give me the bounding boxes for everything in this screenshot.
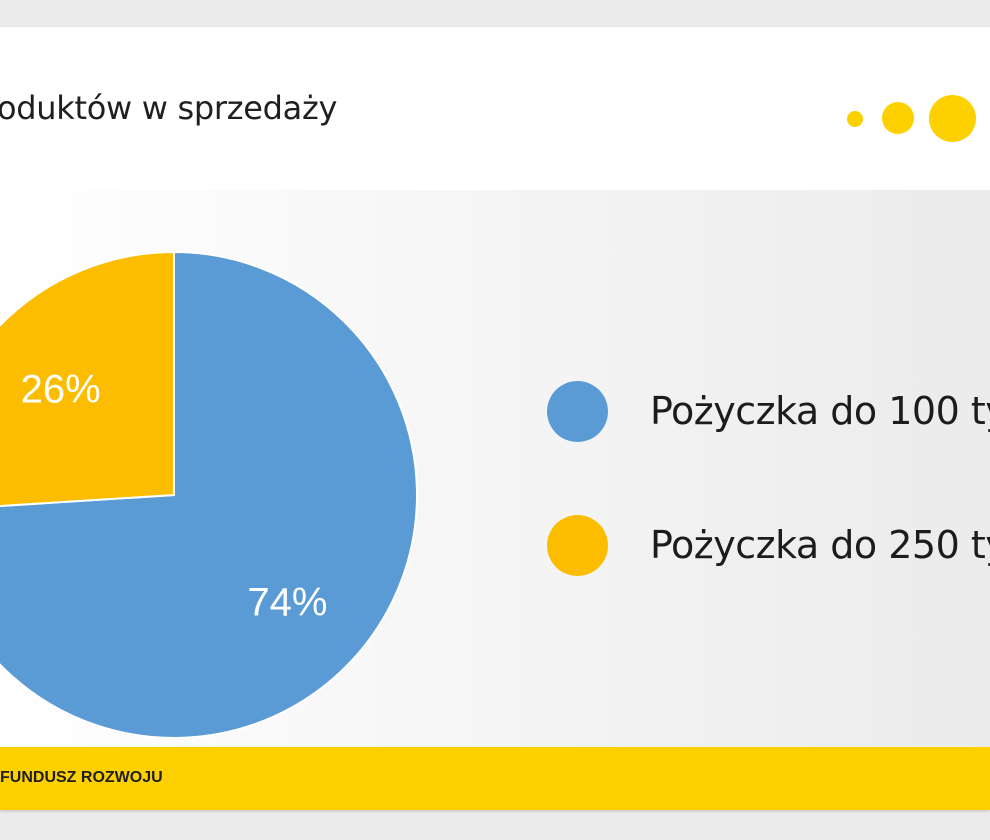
pie-slice-250 <box>0 250 175 507</box>
pie-slice-100 <box>0 250 418 739</box>
slide-title: oduktów w sprzedaży <box>0 89 338 127</box>
footer-bar: FUNDUSZ ROZWOJU <box>0 747 990 810</box>
decorative-dot-medium <box>882 102 914 134</box>
pie-data-label: 74% <box>247 580 327 624</box>
legend-swatch-blue <box>547 381 608 442</box>
legend-label: Pożyczka do 250 ty <box>650 523 990 567</box>
legend-label: Pożyczka do 100 ty <box>650 389 990 433</box>
legend-swatch-yellow <box>547 515 608 576</box>
slide-header: oduktów w sprzedaży <box>0 27 990 190</box>
decorative-dot-small <box>847 111 863 127</box>
pie-data-label: 26% <box>21 368 101 412</box>
decorative-dot-large <box>929 95 976 142</box>
footer-text: FUNDUSZ ROZWOJU <box>0 769 163 786</box>
chart-area: 74% 26% Pożyczka do 100 ty Pożyczka do 25… <box>0 190 990 747</box>
pie-chart: 74% 26% <box>0 250 418 739</box>
slide: oduktów w sprzedaży 74% 26% Pożyczka do 1… <box>0 27 990 810</box>
